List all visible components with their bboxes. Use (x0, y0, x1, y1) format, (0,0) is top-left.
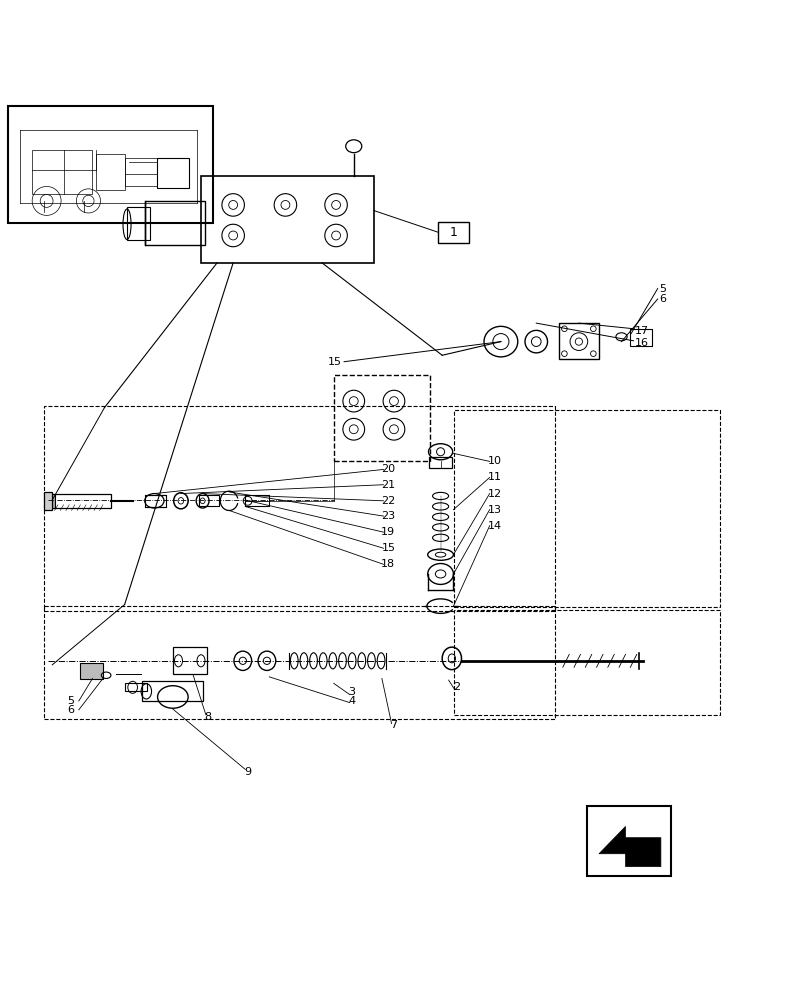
Bar (198, 495, 219, 506)
Bar (438, 222, 468, 243)
Text: 21: 21 (381, 480, 395, 490)
Bar (44, 606, 554, 719)
Bar (44, 406, 554, 611)
Text: 12: 12 (487, 489, 501, 499)
Bar (173, 647, 206, 674)
Bar (44, 492, 52, 510)
Bar (80, 663, 103, 679)
Text: 15: 15 (381, 543, 395, 553)
Bar (429, 457, 451, 468)
Polygon shape (598, 826, 660, 867)
Bar (124, 158, 157, 186)
Bar (142, 681, 203, 701)
Bar (586, 806, 671, 876)
Text: 8: 8 (204, 712, 210, 722)
Bar (157, 158, 189, 188)
Text: 3: 3 (349, 687, 355, 697)
Bar (124, 683, 147, 691)
Text: 6: 6 (658, 294, 666, 304)
Bar (333, 375, 430, 461)
Text: 15: 15 (328, 357, 341, 367)
Bar (558, 323, 598, 359)
Bar (127, 207, 149, 240)
Text: 5: 5 (658, 284, 666, 294)
Text: 22: 22 (381, 496, 395, 506)
Bar (96, 154, 124, 190)
Text: 6: 6 (67, 705, 74, 715)
Bar (629, 329, 651, 346)
Text: 14: 14 (487, 521, 501, 531)
Bar (201, 176, 373, 263)
Text: 7: 7 (390, 720, 397, 730)
Text: 2: 2 (453, 682, 459, 692)
Bar (145, 201, 205, 245)
Text: 1: 1 (449, 226, 457, 239)
Text: 4: 4 (349, 696, 355, 706)
Text: 20: 20 (381, 464, 395, 474)
Text: 19: 19 (381, 527, 395, 537)
Bar (454, 610, 719, 715)
Text: 5: 5 (67, 696, 74, 706)
Bar (32, 150, 92, 194)
Bar (245, 495, 269, 506)
Bar (51, 494, 111, 508)
Text: 17: 17 (634, 326, 649, 336)
Text: 13: 13 (487, 505, 501, 515)
Text: 16: 16 (634, 338, 648, 348)
Text: 23: 23 (381, 511, 395, 521)
Bar (51, 494, 55, 508)
Text: 9: 9 (244, 767, 251, 777)
Text: 11: 11 (487, 472, 501, 482)
Bar (8, 106, 213, 223)
Text: 18: 18 (381, 559, 395, 569)
Bar (145, 495, 165, 507)
Text: 10: 10 (487, 456, 501, 466)
Bar (454, 410, 719, 607)
